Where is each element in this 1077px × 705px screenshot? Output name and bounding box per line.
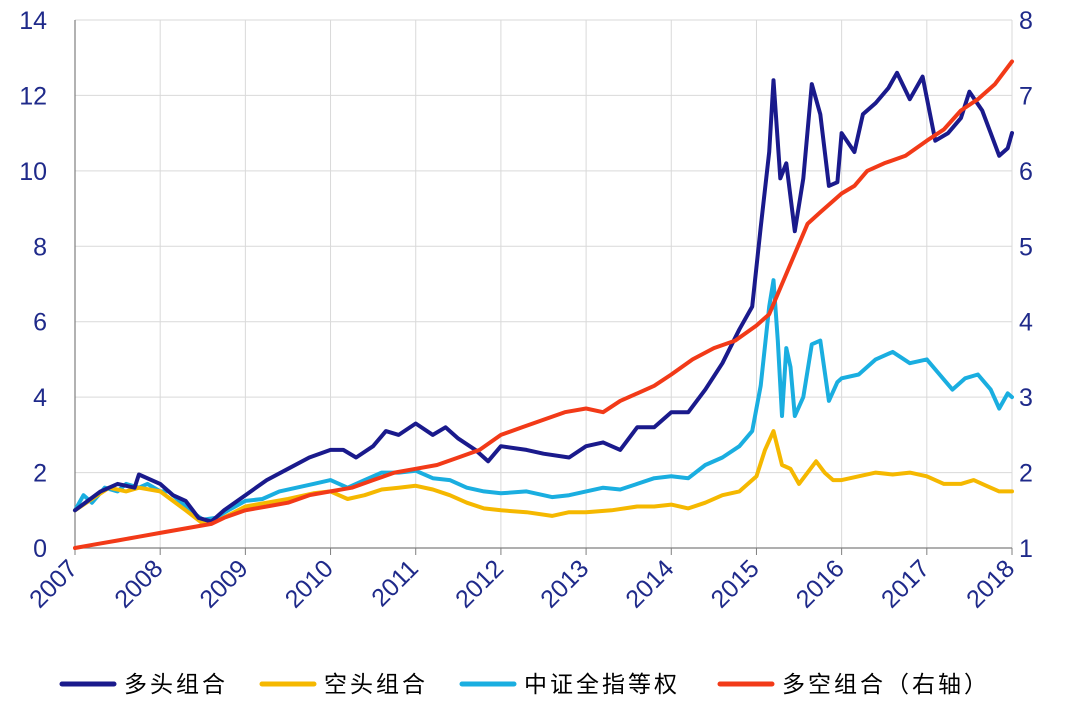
series-line-1	[73, 429, 1014, 526]
left-tick-label: 8	[33, 233, 47, 261]
right-tick-label: 3	[1019, 384, 1033, 412]
grid	[74, 19, 1013, 548]
legend-label: 多头组合	[124, 672, 228, 698]
x-tick-label: 2007	[24, 554, 83, 613]
x-tick-label: 2013	[535, 554, 594, 613]
legend-item: 多头组合	[59, 672, 228, 698]
left-tick-label: 4	[33, 384, 47, 412]
x-tick-label: 2011	[366, 554, 424, 612]
right-tick-label: 2	[1019, 460, 1033, 488]
legend-item: 中证全指等权	[459, 672, 680, 698]
x-tick-label: 2009	[194, 554, 253, 613]
left-tick-label: 6	[33, 309, 47, 337]
axes	[74, 20, 1013, 555]
legend-item: 空头组合	[259, 672, 428, 698]
series-line-3	[73, 59, 1014, 550]
right-tick-label: 8	[1019, 7, 1033, 35]
legend-item: 多空组合（右轴）	[717, 672, 990, 698]
legend-label: 多空组合（右轴）	[782, 672, 990, 698]
right-tick-label: 1	[1019, 535, 1033, 563]
right-tick-label: 6	[1019, 158, 1033, 186]
right-tick-label: 5	[1019, 233, 1033, 261]
left-axis-ticks: 0 2 4 6 8 10 12 14	[19, 7, 47, 563]
right-axis-ticks: 1 2 3 4 5 6 7 8	[1019, 7, 1033, 563]
x-tick-label: 2018	[961, 554, 1020, 613]
x-tick-label: 2010	[280, 554, 339, 613]
x-tick-label: 2012	[450, 554, 509, 613]
legend-label: 空头组合	[324, 672, 428, 698]
series-line-2	[73, 278, 1014, 522]
legend: 多头组合 空头组合 中证全指等权 多空组合（右轴）	[59, 672, 990, 698]
left-tick-label: 12	[19, 82, 47, 110]
series-line-0	[73, 70, 1014, 524]
left-tick-label: 14	[19, 7, 47, 35]
x-tick-label: 2016	[791, 554, 850, 613]
x-axis-ticks: 2007 2008 2009 2010 2011 2012 2013 2014 2015 2016…	[24, 554, 1020, 613]
x-tick-label: 2008	[109, 554, 168, 613]
right-tick-label: 7	[1019, 82, 1033, 110]
x-tick-label: 2015	[706, 554, 765, 613]
left-tick-label: 0	[33, 535, 47, 563]
left-tick-label: 2	[33, 460, 47, 488]
x-tick-label: 2014	[620, 554, 679, 613]
x-tick-label: 2017	[876, 554, 935, 613]
left-tick-label: 10	[19, 158, 47, 186]
right-tick-label: 4	[1019, 309, 1033, 337]
series-lines	[73, 59, 1014, 550]
legend-label: 中证全指等权	[524, 672, 680, 698]
